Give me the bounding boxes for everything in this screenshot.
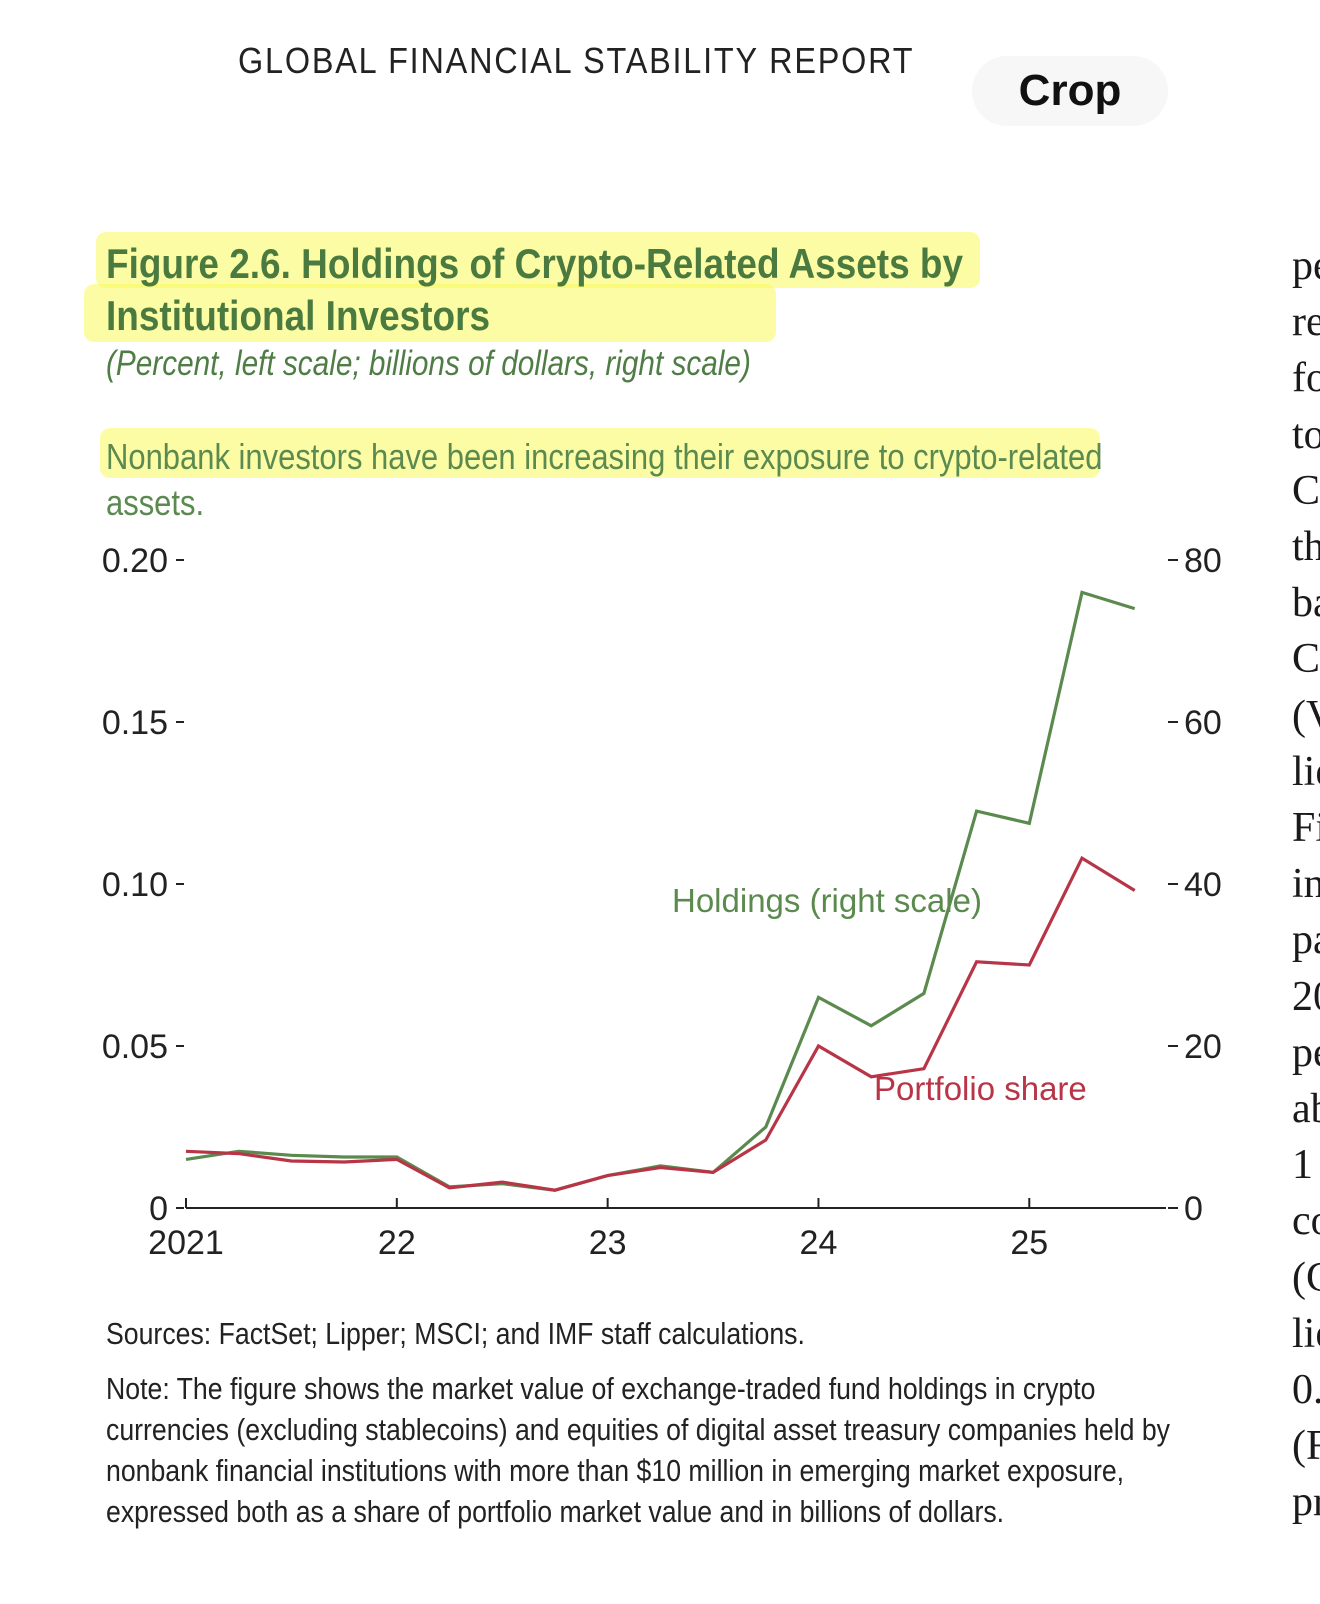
x-tick-label: 22 — [378, 1224, 416, 1262]
adjacent-column-line: (F — [1292, 1423, 1320, 1470]
adjacent-column-line: lie — [1292, 748, 1320, 795]
adjacent-column-line: C — [1292, 636, 1320, 683]
adjacent-column-line: in — [1292, 861, 1320, 908]
figure-note: Note: The figure shows the market value … — [106, 1371, 1171, 1529]
right-y-tick-label: 40 — [1184, 866, 1222, 904]
adjacent-column-text: pe re fo to Cth ba C (V lie Fi in pa 20 pe ab 1 co (C lie 0… — [1292, 238, 1320, 1531]
left-y-tick-label: 0.10 — [102, 866, 168, 904]
left-y-tick-label: 0.05 — [102, 1028, 168, 1066]
title-highlight-2 — [84, 284, 776, 342]
x-tick-label: 24 — [800, 1224, 838, 1262]
adjacent-column-line: lie — [1292, 1310, 1320, 1357]
adjacent-column-line: to — [1292, 411, 1320, 458]
portfolio-share-line — [185, 855, 1136, 1192]
right-y-tick-label: 60 — [1184, 704, 1222, 742]
lede-highlight — [100, 428, 1100, 478]
left-y-tick-label: 0 — [149, 1190, 168, 1228]
figure-lede: Nonbank investors have been increasing t… — [106, 436, 1103, 523]
x-tick-label: 25 — [1010, 1224, 1048, 1262]
adjacent-column-line: ab — [1292, 1086, 1320, 1133]
adjacent-column-line: 1 — [1292, 1142, 1313, 1189]
adjacent-column-line: co — [1292, 1198, 1320, 1245]
figure-subtitle: (Percent, left scale; billions of dollar… — [106, 344, 751, 383]
adjacent-column-line: th — [1292, 524, 1320, 571]
left-y-tick-label: 0.15 — [102, 704, 168, 742]
title-highlight-1 — [96, 232, 980, 288]
right-y-tick-label: 20 — [1184, 1028, 1222, 1066]
adjacent-column-line: pe — [1292, 243, 1320, 289]
x-tick-label: 23 — [589, 1224, 627, 1262]
crop-button[interactable]: Crop — [972, 56, 1168, 126]
adjacent-column-line: (V — [1292, 692, 1320, 739]
report-header: GLOBAL FINANCIAL STABILITY REPORT — [238, 40, 915, 81]
adjacent-column-line: pe — [1292, 1029, 1320, 1076]
chart-lines — [185, 590, 1136, 1192]
chart-labels: Holdings (right scale) Portfolio share — [672, 882, 1087, 1107]
portfolio-series-label: Portfolio share — [874, 1070, 1087, 1107]
adjacent-column-line: fo — [1292, 355, 1320, 402]
chart-axes: 2021 22 23 24 25 0 0.05 0.10 0.15 0.20 0 20 40 60 80 — [102, 542, 1222, 1262]
adjacent-column-line: pr — [1292, 1479, 1320, 1526]
adjacent-column-line: ba — [1292, 580, 1320, 627]
x-tick-label: 2021 — [148, 1224, 224, 1262]
adjacent-column-line: Fi — [1292, 805, 1320, 852]
adjacent-column-line: 0. — [1292, 1367, 1320, 1414]
figure-title-line-2: Institutional Investors — [106, 292, 491, 339]
holdings-series-label: Holdings (right scale) — [672, 882, 982, 919]
right-y-tick-label: 0 — [1184, 1190, 1203, 1228]
adjacent-column-line: C — [1292, 467, 1320, 514]
left-y-tick-label: 0.20 — [102, 542, 168, 580]
adjacent-column-line: pa — [1292, 917, 1320, 964]
adjacent-column-line: 20 — [1292, 973, 1320, 1020]
adjacent-column-line: re — [1292, 299, 1320, 346]
adjacent-column-line: (C — [1292, 1254, 1320, 1301]
figure-title: Figure 2.6. Holdings of Crypto-Related A… — [106, 238, 1156, 342]
figure-title-line-1: Figure 2.6. Holdings of Crypto-Related A… — [106, 240, 964, 287]
right-y-tick-label: 80 — [1184, 542, 1222, 580]
figure-sources: Sources: FactSet; Lipper; MSCI; and IMF … — [106, 1316, 805, 1351]
